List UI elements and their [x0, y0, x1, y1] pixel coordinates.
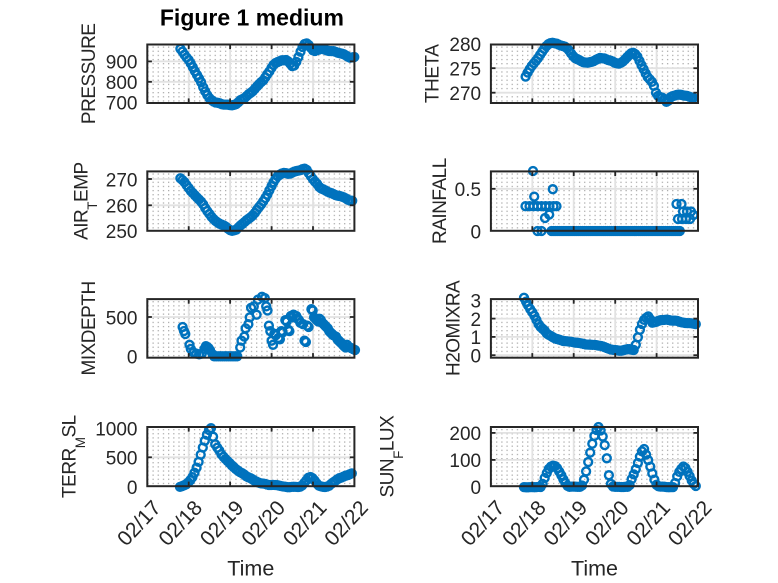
- svg-text:800: 800: [106, 73, 138, 94]
- svg-text:Figure 1 medium: Figure 1 medium: [160, 5, 344, 31]
- svg-text:1: 1: [471, 328, 482, 349]
- svg-text:MIXDEPTH: MIXDEPTH: [79, 281, 100, 375]
- svg-text:Time: Time: [571, 556, 618, 580]
- svg-text:280: 280: [449, 35, 481, 56]
- svg-text:H2OMIXRA: H2OMIXRA: [443, 280, 464, 376]
- svg-text:250: 250: [106, 222, 138, 243]
- svg-text:Time: Time: [227, 556, 274, 580]
- svg-text:0: 0: [127, 478, 138, 499]
- svg-text:500: 500: [106, 449, 138, 470]
- svg-text:700: 700: [106, 94, 138, 115]
- svg-text:0: 0: [127, 348, 138, 369]
- svg-text:0: 0: [471, 347, 482, 368]
- svg-text:3: 3: [471, 292, 482, 313]
- svg-text:0: 0: [471, 222, 482, 243]
- svg-text:100: 100: [449, 451, 481, 472]
- svg-text:1000: 1000: [95, 419, 137, 440]
- svg-text:500: 500: [106, 308, 138, 329]
- svg-text:200: 200: [449, 424, 481, 445]
- svg-text:2: 2: [471, 310, 482, 331]
- svg-text:PRESSURE: PRESSURE: [79, 24, 100, 125]
- svg-text:RAINFALL: RAINFALL: [430, 158, 451, 244]
- svg-text:0.5: 0.5: [455, 180, 481, 201]
- svg-text:270: 270: [106, 170, 138, 191]
- svg-text:270: 270: [449, 84, 481, 105]
- svg-text:260: 260: [106, 197, 138, 218]
- svg-text:0: 0: [471, 478, 482, 499]
- svg-text:THETA: THETA: [423, 44, 444, 103]
- svg-text:900: 900: [106, 53, 138, 74]
- svg-text:275: 275: [449, 60, 481, 81]
